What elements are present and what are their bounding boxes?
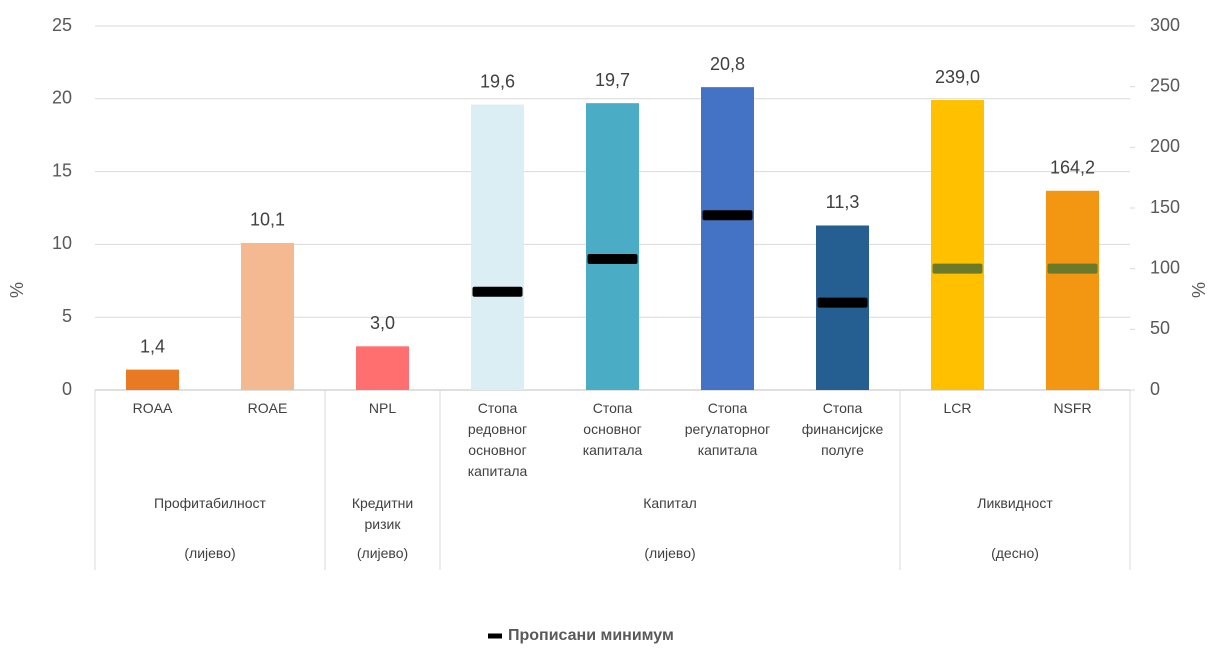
y2-tick-label: 50 bbox=[1150, 318, 1170, 338]
bar bbox=[241, 242, 294, 390]
bar bbox=[701, 87, 754, 390]
minimum-marker bbox=[472, 286, 523, 297]
legend-swatch bbox=[488, 633, 502, 639]
y2-tick-label: 0 bbox=[1150, 379, 1160, 399]
minimum-marker bbox=[1047, 263, 1098, 274]
group-note: (лијево) bbox=[356, 545, 409, 561]
y-tick-label: 10 bbox=[52, 233, 72, 253]
x-tick-label: Стопа регулаторног капитала bbox=[684, 400, 771, 458]
group-note: (лијево) bbox=[184, 545, 236, 561]
data-label: 19,6 bbox=[480, 71, 515, 91]
y-axis-label: % bbox=[7, 282, 27, 298]
y2-tick-label: 200 bbox=[1150, 136, 1180, 156]
y2-tick-label: 250 bbox=[1150, 75, 1180, 95]
y2-tick-label: 300 bbox=[1150, 15, 1180, 35]
data-label: 3,0 bbox=[370, 313, 395, 333]
data-label: 20,8 bbox=[710, 54, 745, 74]
data-label: 1,4 bbox=[140, 336, 165, 356]
x-tick-label: Стопа редовног основног капитала bbox=[467, 400, 528, 479]
y2-tick-label: 100 bbox=[1150, 257, 1180, 277]
data-label: 239,0 bbox=[935, 67, 980, 87]
group-note: (десно) bbox=[991, 545, 1039, 561]
x-tick-label: LCR bbox=[943, 400, 972, 416]
group-label: Капитал bbox=[643, 495, 697, 511]
y-tick-label: 5 bbox=[62, 306, 72, 326]
x-tick-label: Стопа основног капитала bbox=[582, 400, 643, 458]
bar bbox=[586, 103, 639, 390]
minimum-marker bbox=[587, 253, 638, 264]
bar bbox=[356, 346, 409, 390]
y-tick-label: 0 bbox=[62, 379, 72, 399]
bar bbox=[1046, 190, 1099, 390]
bar bbox=[471, 104, 524, 391]
group-label: Профитабилност bbox=[154, 495, 266, 511]
y2-axis-label: % bbox=[1189, 282, 1209, 298]
y2-tick-label: 150 bbox=[1150, 197, 1180, 217]
data-label: 11,3 bbox=[826, 192, 860, 212]
minimum-marker bbox=[817, 297, 868, 308]
x-tick-label: NSFR bbox=[1053, 400, 1092, 416]
data-label: 10,1 bbox=[250, 210, 285, 230]
group-label: Кредитни ризик bbox=[351, 495, 414, 532]
legend-label: Прописани минимум bbox=[508, 627, 674, 644]
x-tick-label: ROAA bbox=[132, 400, 173, 416]
bar bbox=[816, 225, 869, 390]
y-tick-label: 15 bbox=[52, 160, 72, 180]
group-note: (лијево) bbox=[644, 545, 696, 561]
y-tick-label: 20 bbox=[52, 88, 72, 108]
x-tick-label: Стопа финансијске полуге bbox=[801, 400, 884, 458]
bar bbox=[931, 100, 984, 390]
minimum-marker bbox=[702, 210, 753, 221]
x-tick-label: ROAE bbox=[247, 400, 288, 416]
data-label: 164,2 bbox=[1050, 158, 1095, 178]
x-tick-label: NPL bbox=[368, 400, 397, 416]
group-label: Ликвидност bbox=[977, 495, 1053, 511]
minimum-marker bbox=[932, 263, 983, 274]
data-label: 19,7 bbox=[595, 70, 630, 90]
bar bbox=[126, 369, 179, 390]
y-tick-label: 25 bbox=[52, 15, 72, 35]
